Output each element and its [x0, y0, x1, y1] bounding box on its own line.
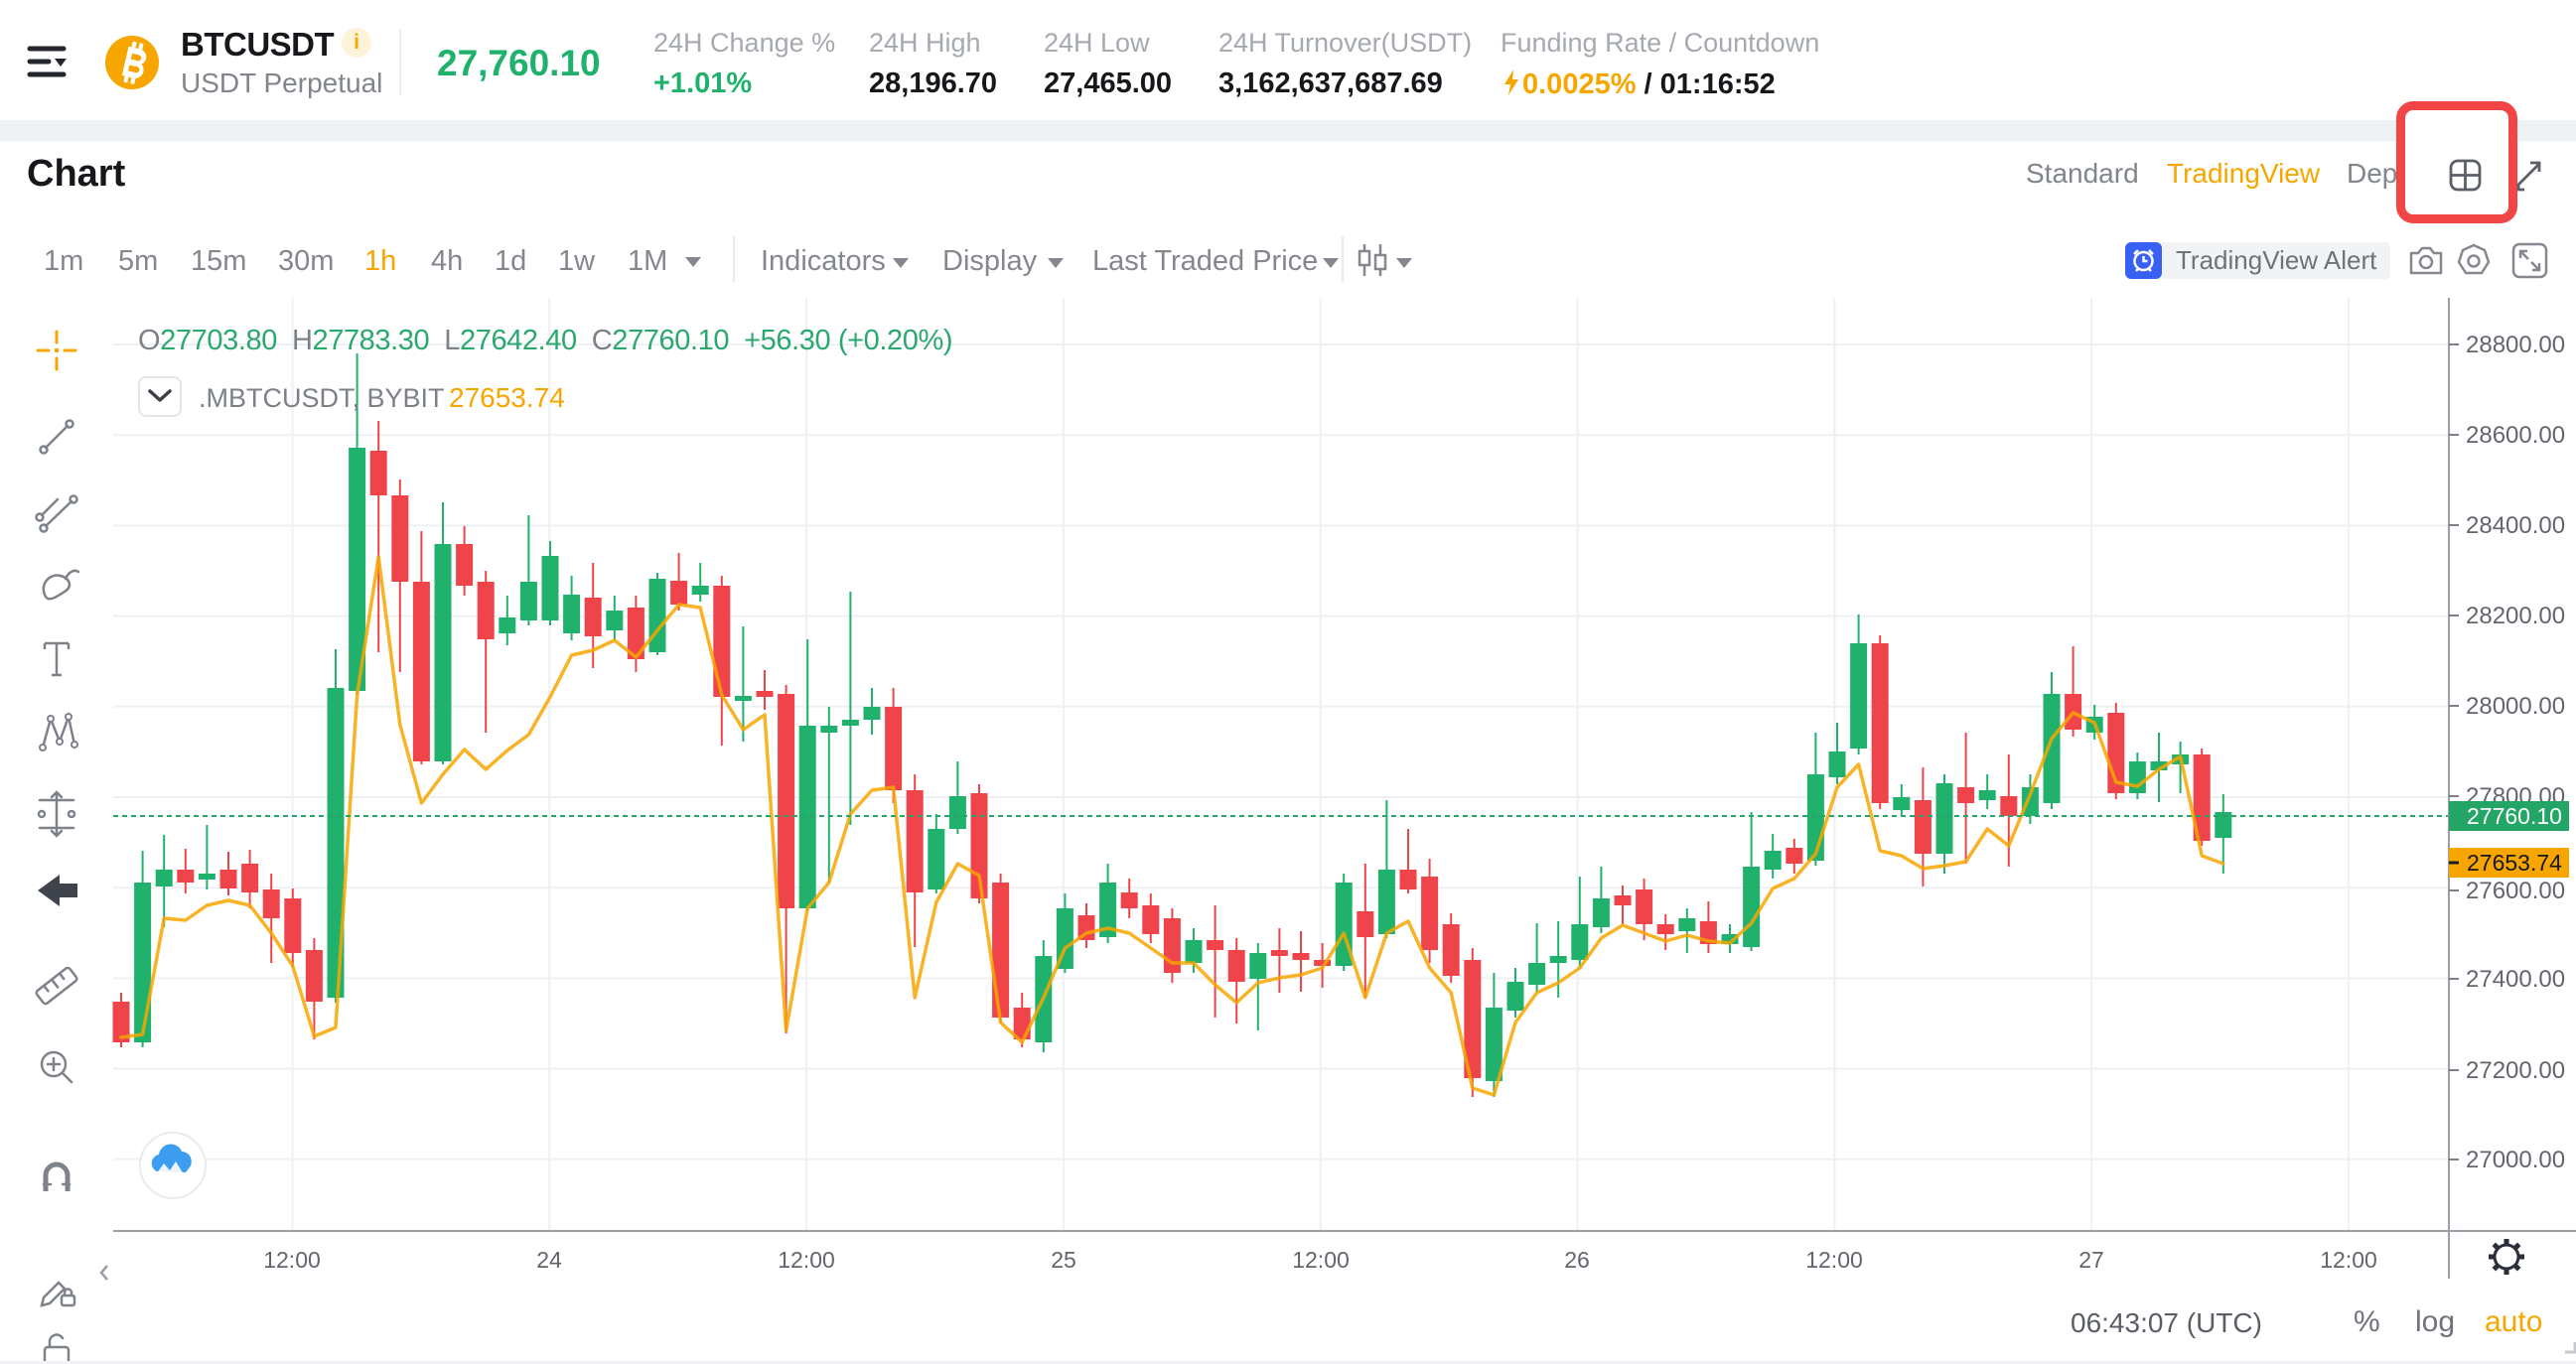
svg-text:28600.00: 28600.00	[2466, 422, 2565, 449]
svg-text:27000.00: 27000.00	[2466, 1147, 2565, 1173]
svg-text:27: 27	[2078, 1247, 2104, 1273]
svg-text:27760.10: 27760.10	[2467, 803, 2562, 829]
svg-text:27200.00: 27200.00	[2466, 1057, 2565, 1084]
svg-text:24: 24	[536, 1247, 562, 1273]
svg-text:12:00: 12:00	[778, 1247, 835, 1273]
svg-text:28000.00: 28000.00	[2466, 693, 2565, 720]
svg-text:28200.00: 28200.00	[2466, 603, 2565, 629]
svg-text:27653.74: 27653.74	[2467, 850, 2562, 876]
svg-text:27400.00: 27400.00	[2466, 966, 2565, 993]
svg-text:25: 25	[1051, 1247, 1076, 1273]
svg-text:26: 26	[1564, 1247, 1590, 1273]
svg-text:28800.00: 28800.00	[2466, 332, 2565, 358]
svg-text:28400.00: 28400.00	[2466, 512, 2565, 539]
svg-text:12:00: 12:00	[1292, 1247, 1350, 1273]
svg-text:12:00: 12:00	[263, 1247, 321, 1273]
svg-text:27600.00: 27600.00	[2466, 878, 2565, 904]
svg-text:12:00: 12:00	[1805, 1247, 1863, 1273]
svg-text:12:00: 12:00	[2320, 1247, 2377, 1273]
